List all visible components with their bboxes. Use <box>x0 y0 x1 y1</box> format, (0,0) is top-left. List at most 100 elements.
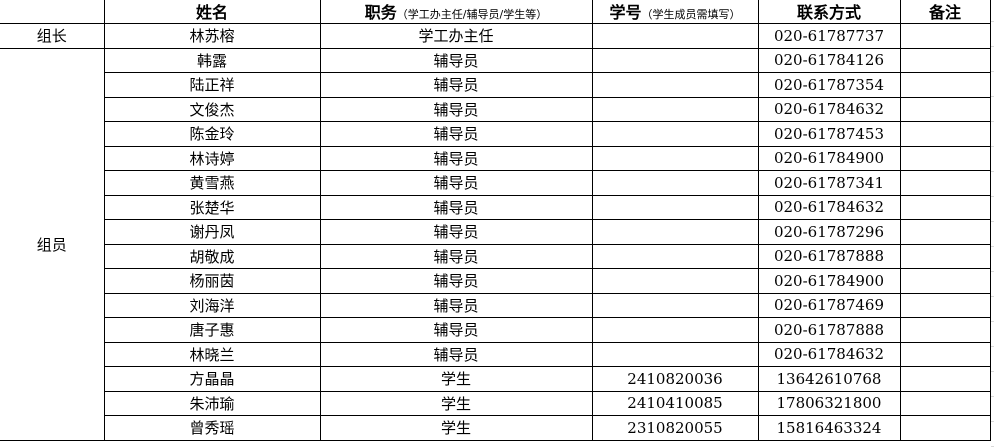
cell-contact[interactable]: 020-61787296 <box>757 219 901 245</box>
header-student-id: 学号（学生成员需填写） <box>591 0 759 24</box>
cell-position[interactable]: 学生 <box>319 415 593 441</box>
cell-student-id[interactable] <box>591 341 759 367</box>
cell-remarks[interactable] <box>899 219 991 245</box>
cell-remarks[interactable] <box>899 292 991 318</box>
cell-student-id[interactable] <box>591 292 759 318</box>
cell-remarks[interactable] <box>899 366 991 392</box>
cell-contact[interactable]: 020-61787354 <box>757 72 901 98</box>
cell-name[interactable]: 方晶晶 <box>103 366 321 392</box>
cell-remarks[interactable] <box>899 415 991 441</box>
cell-position[interactable]: 学生 <box>319 366 593 392</box>
cell-student-id[interactable]: 2410410085 <box>591 390 759 416</box>
cell-contact[interactable]: 020-61784632 <box>757 194 901 220</box>
table-row: 刘海洋 辅导员 020-61787469 <box>0 292 991 318</box>
header-contact: 联系方式 <box>757 0 901 24</box>
table-row: 林诗婷 辅导员 020-61784900 <box>0 145 991 171</box>
cell-name[interactable]: 杨丽茵 <box>103 268 321 294</box>
cell-position[interactable]: 辅导员 <box>319 170 593 196</box>
cell-position[interactable]: 辅导员 <box>319 72 593 98</box>
cell-student-id[interactable] <box>591 72 759 98</box>
cell-position[interactable]: 辅导员 <box>319 121 593 147</box>
cell-position[interactable]: 辅导员 <box>319 194 593 220</box>
table-row: 杨丽茵 辅导员 020-61784900 <box>0 268 991 294</box>
cell-name[interactable]: 陈金玲 <box>103 121 321 147</box>
cell-remarks[interactable] <box>899 390 991 416</box>
cell-student-id[interactable] <box>591 145 759 171</box>
header-remarks: 备注 <box>899 0 991 24</box>
cell-contact[interactable]: 17806321800 <box>757 390 901 416</box>
cell-student-id[interactable] <box>591 121 759 147</box>
cell-name[interactable]: 朱沛瑜 <box>103 390 321 416</box>
cell-student-id[interactable] <box>591 243 759 269</box>
cell-contact[interactable]: 020-61784126 <box>757 47 901 73</box>
cell-position[interactable]: 辅导员 <box>319 317 593 343</box>
gridline <box>991 121 994 122</box>
cell-remarks[interactable] <box>899 72 991 98</box>
cell-name[interactable]: 谢丹凤 <box>103 219 321 245</box>
group-member-cell: 组员 <box>0 47 105 441</box>
cell-remarks[interactable] <box>899 243 991 269</box>
cell-name[interactable]: 刘海洋 <box>103 292 321 318</box>
cell-student-id[interactable] <box>591 23 759 49</box>
cell-contact[interactable]: 020-61784900 <box>757 145 901 171</box>
cell-remarks[interactable] <box>899 47 991 73</box>
cell-position[interactable]: 辅导员 <box>319 268 593 294</box>
cell-contact[interactable]: 020-61787737 <box>757 23 901 49</box>
cell-position[interactable]: 学生 <box>319 390 593 416</box>
cell-contact[interactable]: 020-61784632 <box>757 341 901 367</box>
cell-remarks[interactable] <box>899 341 991 367</box>
cell-student-id[interactable] <box>591 47 759 73</box>
cell-name[interactable]: 张楚华 <box>103 194 321 220</box>
table-row: 陈金玲 辅导员 020-61787453 <box>0 121 991 147</box>
cell-student-id[interactable] <box>591 96 759 122</box>
cell-position[interactable]: 辅导员 <box>319 243 593 269</box>
cell-position[interactable]: 学工办主任 <box>319 23 593 49</box>
cell-contact[interactable]: 020-61787469 <box>757 292 901 318</box>
cell-name[interactable]: 胡敬成 <box>103 243 321 269</box>
cell-contact[interactable]: 020-61787888 <box>757 243 901 269</box>
cell-contact[interactable]: 020-61787341 <box>757 170 901 196</box>
cell-contact[interactable]: 020-61787453 <box>757 121 901 147</box>
cell-student-id[interactable] <box>591 268 759 294</box>
cell-contact[interactable]: 020-61787888 <box>757 317 901 343</box>
cell-name[interactable]: 林诗婷 <box>103 145 321 171</box>
header-position-label: 职务 <box>364 3 397 22</box>
cell-remarks[interactable] <box>899 96 991 122</box>
cell-name[interactable]: 陆正祥 <box>103 72 321 98</box>
cell-remarks[interactable] <box>899 170 991 196</box>
cell-contact[interactable]: 020-61784900 <box>757 268 901 294</box>
cell-remarks[interactable] <box>899 268 991 294</box>
cell-student-id[interactable] <box>591 170 759 196</box>
cell-student-id[interactable] <box>591 219 759 245</box>
cell-student-id[interactable] <box>591 317 759 343</box>
header-name: 姓名 <box>103 0 321 24</box>
cell-name[interactable]: 曾秀瑶 <box>103 415 321 441</box>
cell-position[interactable]: 辅导员 <box>319 219 593 245</box>
cell-name[interactable]: 林晓兰 <box>103 341 321 367</box>
cell-student-id[interactable]: 2410820036 <box>591 366 759 392</box>
cell-contact[interactable]: 13642610768 <box>757 366 901 392</box>
cell-position[interactable]: 辅导员 <box>319 341 593 367</box>
cell-contact[interactable]: 020-61784632 <box>757 96 901 122</box>
cell-student-id[interactable] <box>591 194 759 220</box>
table-row: 文俊杰 辅导员 020-61784632 <box>0 96 991 122</box>
gridline <box>991 321 994 322</box>
cell-remarks[interactable] <box>899 317 991 343</box>
cell-position[interactable]: 辅导员 <box>319 47 593 73</box>
cell-name[interactable]: 林苏榕 <box>103 23 321 49</box>
cell-remarks[interactable] <box>899 23 991 49</box>
cell-name[interactable]: 文俊杰 <box>103 96 321 122</box>
cell-name[interactable]: 黄雪燕 <box>103 170 321 196</box>
cell-remarks[interactable] <box>899 194 991 220</box>
cell-student-id[interactable]: 2310820055 <box>591 415 759 441</box>
cell-position[interactable]: 辅导员 <box>319 145 593 171</box>
cell-position[interactable]: 辅导员 <box>319 96 593 122</box>
cell-name[interactable]: 唐子惠 <box>103 317 321 343</box>
cell-contact[interactable]: 15816463324 <box>757 415 901 441</box>
cell-position[interactable]: 辅导员 <box>319 292 593 318</box>
cell-name[interactable]: 韩露 <box>103 47 321 73</box>
cell-remarks[interactable] <box>899 145 991 171</box>
cell-remarks[interactable] <box>899 121 991 147</box>
group-leader-cell: 组长 <box>0 23 105 49</box>
